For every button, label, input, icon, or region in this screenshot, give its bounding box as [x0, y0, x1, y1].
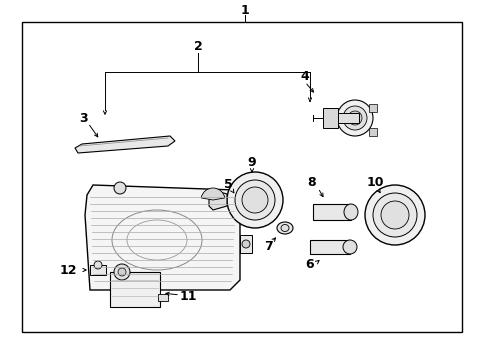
- Circle shape: [114, 182, 126, 194]
- Ellipse shape: [343, 240, 357, 254]
- Wedge shape: [201, 188, 225, 200]
- Polygon shape: [85, 185, 240, 290]
- Polygon shape: [209, 190, 227, 210]
- Bar: [240, 235, 252, 253]
- Text: 6: 6: [306, 258, 314, 271]
- Circle shape: [242, 187, 268, 213]
- Bar: [323, 108, 338, 128]
- Circle shape: [337, 100, 373, 136]
- Circle shape: [242, 240, 250, 248]
- Text: 10: 10: [366, 176, 384, 189]
- Bar: [22, 22, 462, 332]
- Bar: [369, 104, 377, 112]
- Text: 11: 11: [179, 291, 197, 303]
- Text: 2: 2: [194, 40, 202, 54]
- Circle shape: [149, 292, 155, 298]
- Ellipse shape: [277, 222, 293, 234]
- Ellipse shape: [281, 225, 289, 231]
- Ellipse shape: [344, 204, 358, 220]
- Text: 7: 7: [264, 239, 272, 252]
- Circle shape: [365, 185, 425, 245]
- Bar: [158, 294, 168, 301]
- Circle shape: [235, 180, 275, 220]
- Text: 9: 9: [247, 157, 256, 170]
- Bar: [145, 290, 160, 300]
- Circle shape: [343, 106, 367, 130]
- Text: 8: 8: [308, 176, 317, 189]
- FancyBboxPatch shape: [110, 272, 160, 307]
- Circle shape: [381, 201, 409, 229]
- Bar: [313, 204, 351, 220]
- Text: 5: 5: [223, 179, 232, 192]
- Bar: [90, 265, 106, 275]
- Bar: [337, 113, 359, 123]
- Text: 1: 1: [241, 4, 249, 17]
- Text: 3: 3: [79, 112, 87, 125]
- Circle shape: [114, 264, 130, 280]
- Bar: [369, 128, 377, 136]
- Text: 12: 12: [59, 264, 77, 276]
- Polygon shape: [75, 136, 175, 153]
- Bar: [310, 240, 350, 254]
- Circle shape: [94, 261, 102, 269]
- Circle shape: [227, 172, 283, 228]
- Text: 4: 4: [301, 69, 309, 82]
- Circle shape: [348, 111, 362, 125]
- Circle shape: [118, 268, 126, 276]
- Circle shape: [373, 193, 417, 237]
